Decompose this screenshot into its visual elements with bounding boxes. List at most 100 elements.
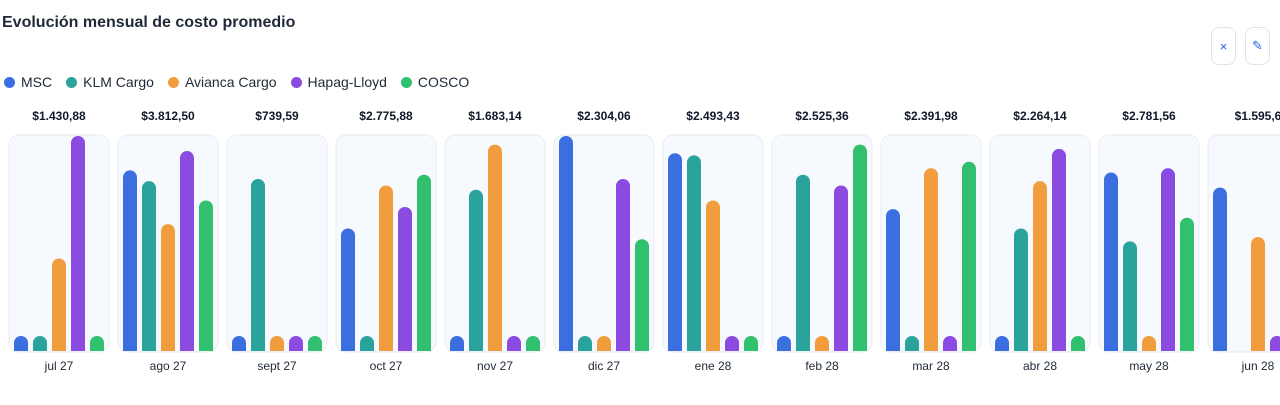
- legend-label-msc: MSC: [21, 74, 53, 90]
- bar-avianca-cargo-abr-28: [1033, 181, 1047, 351]
- month-group-sept-27: $739,59 sept 27: [226, 109, 328, 373]
- bar-cosco-ene-28: [744, 335, 758, 351]
- bar-avianca-cargo-jul-27: [52, 258, 66, 351]
- bar-hapag-lloyd-abr-28: [1052, 148, 1066, 351]
- bar-hapag-lloyd-mar-28: [943, 335, 957, 351]
- legend-item-cosco[interactable]: COSCO: [400, 74, 470, 90]
- month-tick-label: oct 27: [370, 359, 403, 373]
- month-total-label: $2.264,14: [1013, 109, 1067, 123]
- legend-dot-avianca-cargo: [167, 76, 179, 88]
- bar-msc-nov-27: [450, 335, 464, 351]
- month-group-oct-27: $2.775,88 oct 27: [335, 109, 437, 373]
- close-button[interactable]: ×: [1211, 27, 1236, 65]
- bar-msc-feb-28: [777, 335, 791, 351]
- bar-cosco-mar-28: [962, 161, 976, 351]
- month-group-mar-28: $2.391,98 mar 28: [880, 109, 982, 373]
- legend-label-hapag-lloyd: Hapag-Lloyd: [307, 74, 387, 90]
- bar-avianca-cargo-ene-28: [706, 200, 720, 351]
- bar-klm-cargo-oct-27: [360, 335, 374, 351]
- legend-label-avianca-cargo: Avianca Cargo: [184, 74, 277, 90]
- bar-avianca-cargo-nov-27: [488, 144, 502, 351]
- month-total-label: $2.775,88: [359, 109, 413, 123]
- bar-avianca-cargo-feb-28: [815, 335, 829, 351]
- month-total-label: $2.525,36: [795, 109, 849, 123]
- bar-klm-cargo-dic-27: [578, 335, 592, 351]
- month-group-dic-27: $2.304,06 dic 27: [553, 109, 655, 373]
- bar-msc-jun-28: [1213, 187, 1227, 351]
- bar-avianca-cargo-jun-28: [1251, 237, 1265, 351]
- bar-klm-cargo-sept-27: [251, 179, 265, 351]
- edit-icon: ✎: [1252, 38, 1263, 53]
- bar-cosco-oct-27: [417, 174, 431, 351]
- legend-dot-msc: [4, 76, 15, 88]
- bar-hapag-lloyd-ago-27: [180, 151, 194, 351]
- month-tick-label: sept 27: [257, 359, 297, 373]
- legend-item-msc[interactable]: MSC: [4, 74, 52, 90]
- bar-cosco-jul-27: [90, 335, 104, 351]
- bar-hapag-lloyd-dic-27: [616, 179, 630, 351]
- edit-button[interactable]: ✎: [1245, 27, 1270, 65]
- bar-avianca-cargo-sept-27: [270, 335, 284, 351]
- month-total-label: $2.391,98: [904, 109, 958, 123]
- bar-msc-ago-27: [123, 170, 137, 351]
- bar-msc-abr-28: [995, 335, 1009, 351]
- month-tick-label: abr 28: [1023, 359, 1057, 373]
- legend-item-hapag-lloyd[interactable]: Hapag-Lloyd: [290, 74, 387, 90]
- bar-hapag-lloyd-jun-28: [1270, 335, 1280, 351]
- month-group-feb-28: $2.525,36 feb 28: [771, 109, 873, 373]
- month-tick-label: ago 27: [150, 359, 187, 373]
- bar-cosco-abr-28: [1071, 335, 1085, 351]
- bar-cosco-may-28: [1180, 217, 1194, 351]
- bar-msc-oct-27: [341, 228, 355, 351]
- month-total-label: $2.304,06: [577, 109, 631, 123]
- bar-hapag-lloyd-jul-27: [71, 136, 85, 351]
- month-tick-label: may 28: [1129, 359, 1169, 373]
- month-tick-label: dic 27: [588, 359, 620, 373]
- monthly-bar-chart: $1.430,88 jul 27 $3.812,50 ago 27 $739,59 sep…: [8, 109, 1280, 373]
- month-total-label: $1.430,88: [32, 109, 86, 123]
- legend-dot-cosco: [400, 76, 412, 88]
- bar-klm-cargo-mar-28: [905, 335, 919, 351]
- bar-klm-cargo-abr-28: [1014, 228, 1028, 351]
- month-group-ago-27: $3.812,50 ago 27: [117, 109, 219, 373]
- bar-hapag-lloyd-feb-28: [834, 185, 848, 351]
- legend-label-cosco: COSCO: [417, 74, 470, 90]
- bar-msc-dic-27: [559, 136, 573, 351]
- bar-cosco-dic-27: [635, 239, 649, 351]
- month-total-label: $1.683,14: [468, 109, 522, 123]
- month-tick-label: jun 28: [1241, 359, 1275, 373]
- month-group-may-28: $2.781,56 may 28: [1098, 109, 1200, 373]
- bar-hapag-lloyd-ene-28: [725, 335, 739, 351]
- bar-klm-cargo-nov-27: [469, 189, 483, 351]
- bar-cosco-ago-27: [199, 200, 213, 351]
- bar-msc-sept-27: [232, 335, 246, 351]
- close-icon: ×: [1219, 38, 1228, 54]
- legend-item-avianca-cargo[interactable]: Avianca Cargo: [167, 74, 277, 90]
- bar-avianca-cargo-ago-27: [161, 224, 175, 351]
- bar-hapag-lloyd-nov-27: [507, 335, 521, 351]
- month-total-label: $3.812,50: [141, 109, 195, 123]
- legend-dot-hapag-lloyd: [290, 76, 302, 88]
- month-tick-label: ene 28: [695, 359, 732, 373]
- bar-avianca-cargo-dic-27: [597, 335, 611, 351]
- bar-msc-ene-28: [668, 153, 682, 351]
- month-group-jul-27: $1.430,88 jul 27: [8, 109, 110, 373]
- chart-legend: MSC KLM Cargo Avianca Cargo Hapag-Lloyd …: [4, 72, 483, 92]
- bar-hapag-lloyd-may-28: [1161, 168, 1175, 351]
- bar-avianca-cargo-mar-28: [924, 168, 938, 351]
- month-total-label: $2.781,56: [1122, 109, 1176, 123]
- bar-avianca-cargo-may-28: [1142, 335, 1156, 351]
- chart-title: Evolución mensual de costo promedio: [2, 14, 296, 31]
- bar-klm-cargo-may-28: [1123, 241, 1137, 351]
- legend-item-klm-cargo[interactable]: KLM Cargo: [66, 74, 154, 90]
- bar-cosco-feb-28: [853, 144, 867, 351]
- month-group-abr-28: $2.264,14 abr 28: [989, 109, 1091, 373]
- bar-hapag-lloyd-sept-27: [289, 335, 303, 351]
- month-tick-label: feb 28: [805, 359, 839, 373]
- bar-hapag-lloyd-oct-27: [398, 206, 412, 351]
- bar-klm-cargo-ago-27: [142, 181, 156, 351]
- month-tick-label: mar 28: [912, 359, 950, 373]
- bar-klm-cargo-ene-28: [687, 155, 701, 351]
- month-tick-label: nov 27: [477, 359, 513, 373]
- bar-cosco-nov-27: [526, 335, 540, 351]
